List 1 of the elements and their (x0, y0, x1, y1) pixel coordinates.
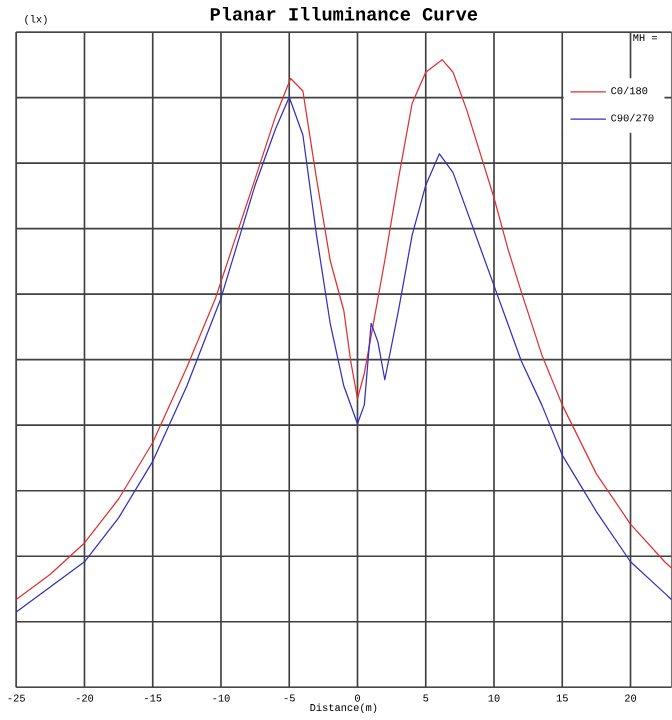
chart-title: Planar Illuminance Curve (210, 6, 477, 21)
